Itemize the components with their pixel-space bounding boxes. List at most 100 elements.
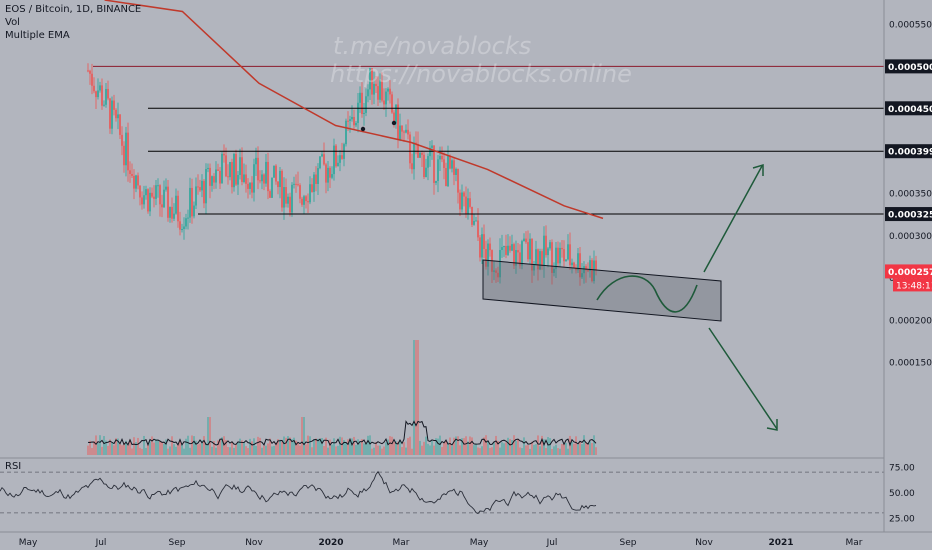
volume-bar	[549, 438, 551, 455]
ema-line	[104, 0, 604, 220]
volume-bar	[513, 435, 515, 455]
volume-bar	[149, 441, 151, 455]
volume-bar	[407, 437, 409, 455]
candle	[251, 176, 253, 199]
volume-bar	[539, 446, 541, 455]
volume-bar	[577, 444, 579, 455]
candle	[549, 239, 551, 251]
candle	[315, 166, 317, 192]
volume-bar	[311, 447, 313, 455]
volume-bar	[213, 441, 215, 455]
volume-bar	[529, 448, 531, 455]
candle	[329, 166, 331, 189]
candle	[321, 150, 323, 158]
volume-bar	[473, 445, 475, 455]
candle	[267, 152, 269, 200]
volume-bar	[447, 442, 449, 455]
volume-bar	[87, 445, 89, 455]
volume-bar	[155, 439, 157, 455]
volume-bar	[245, 446, 247, 455]
volume-bar	[575, 436, 577, 455]
candle	[365, 88, 367, 117]
volume-bar	[451, 446, 453, 455]
time-tick-label: Nov	[695, 538, 713, 548]
channel-box[interactable]	[482, 259, 722, 322]
volume-bar	[215, 447, 217, 455]
candle	[551, 239, 553, 285]
volume-bar	[487, 441, 489, 455]
volume-bar	[417, 340, 419, 455]
candle	[481, 227, 483, 265]
candle	[195, 177, 197, 210]
volume-bar	[119, 443, 121, 455]
candle	[589, 255, 591, 278]
volume-bar	[273, 445, 275, 455]
volume-bar	[459, 445, 461, 455]
candle	[241, 147, 243, 186]
rsi-tick-label: 75.00	[889, 464, 915, 474]
volume-bar	[221, 437, 223, 455]
pivot-marker	[391, 120, 397, 126]
volume-bar	[455, 436, 457, 455]
svg-text:0.0003252: 0.0003252	[888, 211, 932, 221]
volume-bar	[433, 445, 435, 455]
time-axis: May Jul Sep Nov 2020 Mar May Jul Sep Nov 2021 Mar	[0, 531, 932, 548]
candle	[371, 68, 373, 105]
volume-bar	[207, 417, 209, 455]
volume-bar	[355, 444, 357, 455]
volume-bar	[395, 441, 397, 455]
volume-bar	[317, 438, 319, 455]
volume-bar	[325, 437, 327, 455]
volume-bar	[277, 439, 279, 455]
svg-text:0.0003996: 0.0003996	[888, 148, 932, 158]
candle	[339, 150, 341, 172]
candle	[149, 187, 151, 217]
candle	[275, 164, 277, 185]
volume-bar	[225, 440, 227, 455]
arrow-down	[708, 327, 778, 430]
candle	[99, 81, 101, 93]
candle	[467, 188, 469, 220]
pivot-marker	[360, 126, 366, 132]
volume-bar	[589, 441, 591, 455]
candle	[213, 173, 215, 190]
candle	[593, 250, 595, 284]
candle	[305, 195, 307, 209]
candle	[583, 261, 585, 284]
volume-bar	[141, 448, 143, 455]
candle	[249, 182, 251, 195]
candle	[527, 230, 529, 262]
volume-bar	[555, 444, 557, 455]
candle	[453, 156, 455, 186]
volume-bar	[561, 443, 563, 455]
volume-bar	[305, 444, 307, 455]
volume-bar	[185, 438, 187, 455]
candle	[185, 213, 187, 230]
candle	[447, 145, 449, 187]
volume-bar	[547, 437, 549, 455]
volume-bar	[485, 435, 487, 455]
volume-bar	[321, 437, 323, 455]
volume-bar	[411, 448, 413, 455]
volume-bar	[591, 443, 593, 455]
volume-bar	[91, 447, 93, 455]
candle	[317, 163, 319, 196]
volume-bar	[413, 340, 415, 455]
candle	[269, 189, 271, 198]
volume-bar	[249, 438, 251, 455]
candle	[215, 161, 217, 189]
volume-bar	[421, 445, 423, 455]
volume-bar	[255, 445, 257, 455]
candle	[125, 126, 127, 177]
volume-bar	[427, 443, 429, 455]
candle	[461, 184, 463, 213]
candle	[335, 144, 337, 168]
volume-bar	[161, 441, 163, 455]
candle	[391, 91, 393, 114]
candle	[225, 147, 227, 178]
volume-bar	[563, 444, 565, 455]
volume-bar	[379, 445, 381, 455]
volume-bar	[95, 435, 97, 455]
